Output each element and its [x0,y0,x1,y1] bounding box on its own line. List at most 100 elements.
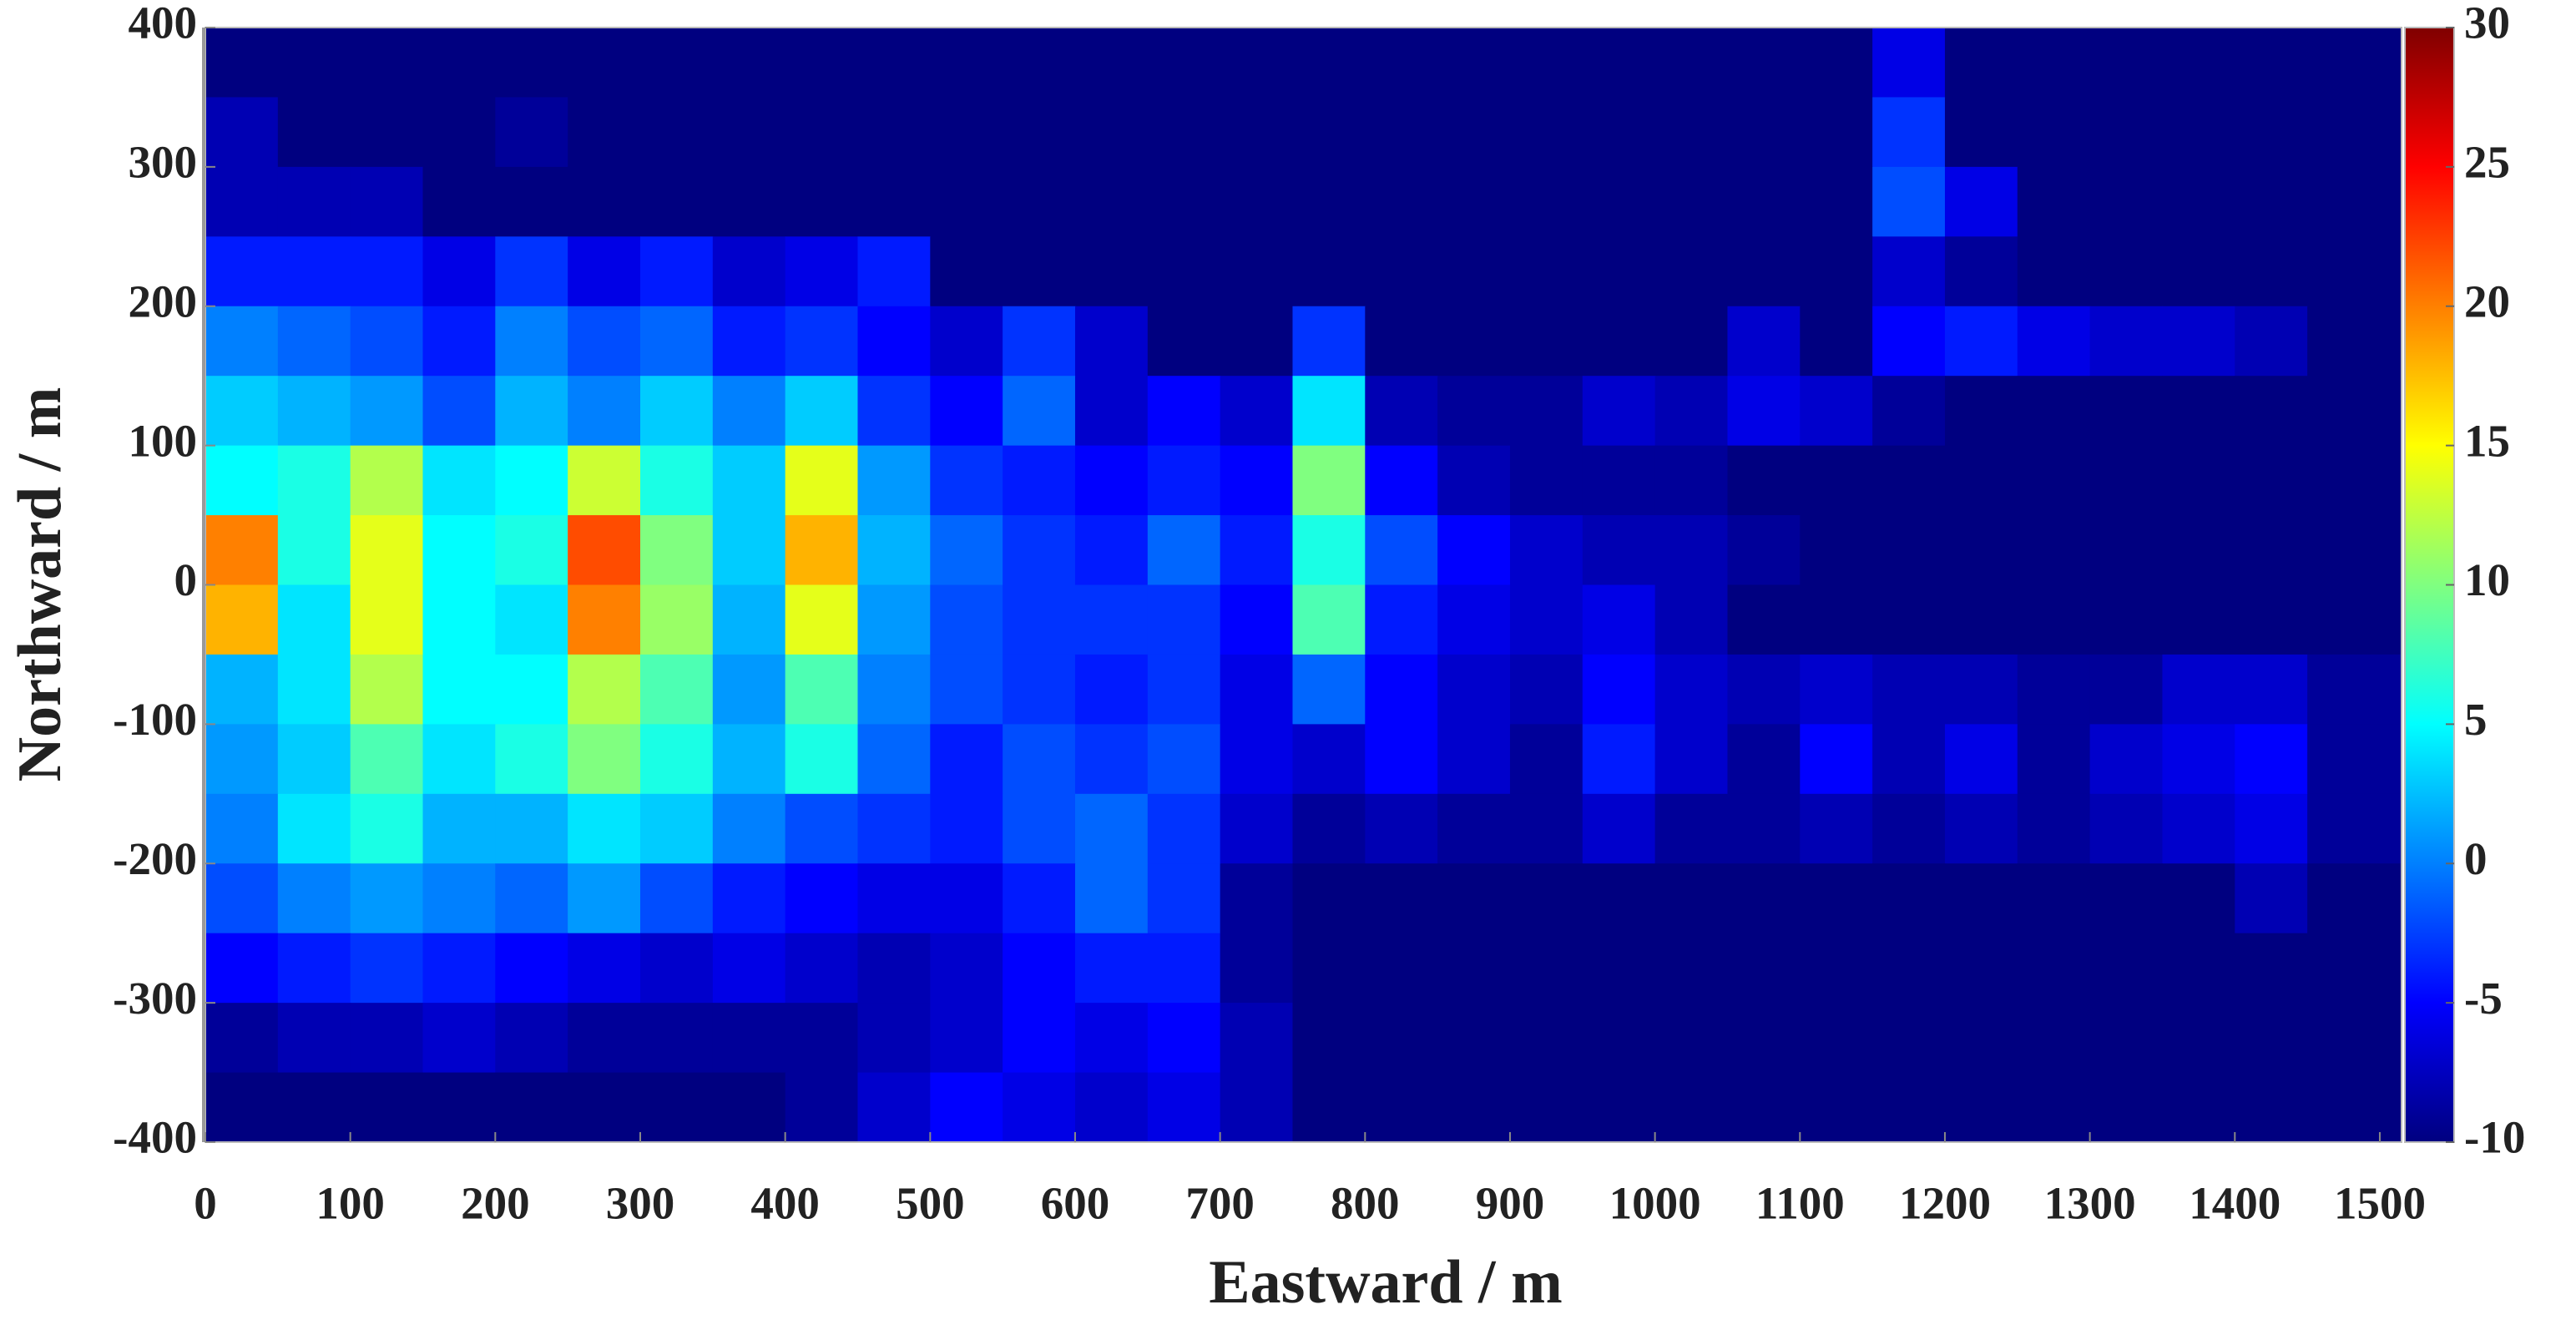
heatmap-cell [1292,166,1366,237]
heatmap-cell [1003,863,1076,934]
heatmap-cell [1365,306,1438,377]
x-tick-label: 600 [1041,1178,1110,1229]
heatmap-cell [1800,584,1873,655]
heatmap-cell [1003,97,1076,168]
heatmap-cell [568,724,641,795]
heatmap-cell [2162,97,2235,168]
heatmap-cell [2235,584,2308,655]
heatmap-cell [639,376,714,447]
heatmap-cell [785,306,859,377]
heatmap-cell [1509,445,1583,516]
heatmap-cell [495,933,568,1004]
heatmap-cell [1147,1072,1221,1143]
heatmap-cell [639,306,714,377]
heatmap-cell [422,236,496,307]
heatmap-cell [1727,933,1801,1004]
heatmap-cell [2017,863,2091,934]
heatmap-cell [1944,28,2018,99]
x-tick-label: 200 [461,1178,530,1229]
heatmap-cell [1582,166,1656,237]
heatmap-cell [857,97,931,168]
heatmap-cell [1727,1072,1801,1143]
heatmap-cell [277,97,351,168]
heatmap-cell [1727,445,1801,516]
heatmap-cell [1437,28,1511,99]
heatmap-cell [2089,445,2164,516]
heatmap-cell [1872,584,1946,655]
heatmap-cell [639,236,714,307]
heatmap-cell [1292,28,1366,99]
heatmap-cell [857,28,931,99]
heatmap-cell [2162,584,2235,655]
heatmap-cell [1509,376,1583,447]
heatmap-cell [1582,933,1656,1004]
heatmap-cell [205,28,279,99]
y-tick-label: 100 [129,415,198,466]
heatmap-cell [1365,236,1438,307]
heatmap-cell [350,515,424,586]
heatmap-cell [857,166,931,237]
heatmap-cell [350,933,424,1004]
heatmap-cell [1944,376,2018,447]
heatmap-cell [857,445,931,516]
heatmap-cell [857,654,931,725]
heatmap-cell [2235,236,2308,307]
heatmap-cell [1220,236,1294,307]
heatmap-cell [1074,28,1149,99]
heatmap-cell [1582,584,1656,655]
y-tick-label: 0 [174,554,198,605]
heatmap-cell [1509,863,1583,934]
heatmap-cell [1509,1072,1583,1143]
heatmap-cell [205,584,279,655]
heatmap-cell [422,515,496,586]
heatmap-cell [1292,724,1366,795]
heatmap-cell [857,584,931,655]
heatmap-cell [1944,793,2018,864]
heatmap-cell [1654,236,1729,307]
heatmap-cell [1727,584,1801,655]
heatmap-cell [205,306,279,377]
heatmap-cell [1292,376,1366,447]
heatmap-cell [1509,654,1583,725]
heatmap-cell [1365,863,1438,934]
heatmap-cell [2017,97,2091,168]
heatmap-cell [350,376,424,447]
heatmap-cell [712,28,786,99]
x-tick-label: 1000 [1609,1178,1701,1229]
heatmap-cell [1147,654,1221,725]
heatmap-cell [1509,933,1583,1004]
heatmap-cell [1800,654,1873,725]
heatmap-cell [1003,654,1076,725]
heatmap-cell [785,654,859,725]
heatmap-cell [1074,793,1149,864]
heatmap-cell [2089,724,2164,795]
heatmap-cell [930,793,1003,864]
heatmap-cell [1727,724,1801,795]
y-axis-label: Northward / m [6,387,74,782]
heatmap-cell [1437,863,1511,934]
heatmap-cell [422,793,496,864]
heatmap-cell [930,97,1003,168]
heatmap-cell [568,28,641,99]
heatmap-cell [422,376,496,447]
heatmap-cell [205,97,279,168]
heatmap-cell [1220,445,1294,516]
heatmap-cell [930,376,1003,447]
heatmap-cell [1872,863,1946,934]
heatmap-cell [1727,28,1801,99]
heatmap-cell [2089,584,2164,655]
heatmap-cell [1003,793,1076,864]
heatmap-cell [1800,793,1873,864]
heatmap-cell [568,166,641,237]
heatmap-cell [1074,376,1149,447]
heatmap-cell [1292,515,1366,586]
heatmap-cell [1292,793,1366,864]
heatmap-cell [2162,654,2235,725]
heatmap-cell [2307,236,2402,307]
heatmap-cell [1220,1003,1294,1074]
heatmap-cell [1074,166,1149,237]
heatmap-cell [1654,933,1729,1004]
colorbar-tick-label: 25 [2464,137,2510,188]
heatmap-cell [930,654,1003,725]
